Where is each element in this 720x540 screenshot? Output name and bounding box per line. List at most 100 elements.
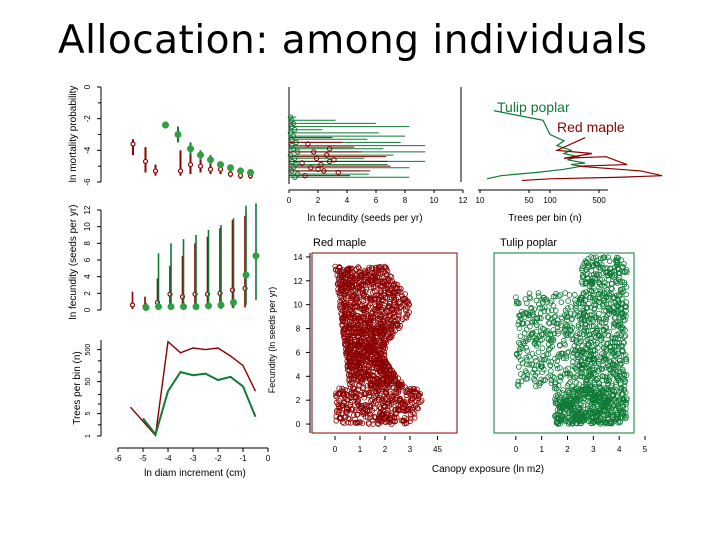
tulip-poplar-point [611,272,618,279]
fecundity-point-tulip-poplar [252,252,260,260]
red-maple-point [385,407,391,414]
tulip-poplar-point [531,318,538,325]
tulip-poplar-frame [493,252,635,434]
fecundity-point-tulip-poplar [167,303,175,311]
tulip-poplar-point [558,350,564,357]
tulip-poplar-point [532,341,538,347]
red-maple-point [341,311,348,317]
tulip-poplar-point [590,370,597,376]
tulip-poplar-point [532,354,538,361]
red-maple-point [380,342,386,348]
trees-bin-x-tick-label: 10 [476,196,485,205]
tulip-poplar-point [596,418,602,424]
red-maple-point [391,295,398,302]
red-maple-point [386,366,393,373]
red-maple-point [382,413,389,419]
tulip-poplar-point [612,314,619,321]
red-maple-point [368,332,375,339]
red-maple-point [361,305,367,312]
red-maple-point [349,265,355,272]
red-maple-point [396,396,403,402]
red-maple-point [395,312,402,319]
fecundity-bars-x-tick-label: 4 [345,196,350,205]
red-maple-point [372,307,378,313]
tulip-poplar-point [553,362,560,369]
tulip-poplar-x-tick-label: 3 [591,445,596,454]
tulip-poplar-point [602,319,609,325]
red-maple-point [407,415,414,422]
red-maple-point [363,339,370,345]
tulip-poplar-point [552,313,559,320]
red-maple-point [382,389,389,395]
tulip-poplar-point [555,416,562,423]
red-maple-point [371,297,378,303]
tulip-poplar-point [577,388,584,395]
tulip-poplar-point [603,316,609,323]
red-maple-point [384,268,391,274]
red-maple-x-tick-label: 1 [358,445,363,454]
tulip-poplar-point [560,416,567,422]
red-maple-point [377,313,384,320]
tulip-poplar-point [569,410,576,417]
tulip-poplar-point [601,283,608,290]
tulip-poplar-point [601,407,608,414]
red-maple-point [384,371,390,378]
tulip-poplar-point [599,366,606,372]
tulip-poplar-point [529,318,535,324]
tulip-poplar-point [552,293,559,300]
red-maple-point [378,412,385,419]
tulip-poplar-point [599,389,606,396]
tulip-poplar-point [527,323,533,330]
red-maple-y-label: Fecundity (ln seeds per yr) [267,287,277,394]
red-maple-point [399,292,405,299]
red-maple-point [343,289,349,296]
fecundity-point-tulip-poplar [289,117,295,123]
mortality-point-tulip-poplar [237,167,244,175]
tulip-poplar-point [608,280,615,287]
diam-y-tick-label: 50 [85,378,92,386]
tulip-poplar-title: Tulip poplar [500,237,557,249]
red-maple-point [335,286,341,293]
tulip-poplar-point [561,312,568,319]
fecundity-point-tulip-poplar [295,149,301,155]
tulip-poplar-point [569,359,576,365]
red-maple-point [355,361,361,368]
fecundity-point-tulip-poplar [205,302,212,310]
tulip-poplar-point [515,300,522,307]
red-maple-point [380,323,387,330]
red-maple-point [381,302,388,309]
red-maple-point [355,342,362,349]
tulip-poplar-point [544,327,551,334]
red-maple-point [370,372,377,379]
fecundity-bars-x-tick-label: 12 [459,196,468,205]
tulip-poplar-point [548,307,555,313]
tulip-poplar-point [580,290,587,296]
fecundity-point-tulip-poplar [290,133,297,139]
tulip-poplar-point [541,308,548,314]
tulip-poplar-point [616,340,623,346]
tulip-poplar-point [535,340,541,347]
panel-mortality: 0 -2 -4 -6 ln mortality probability [68,84,254,186]
red-maple-point [348,358,354,365]
tulip-poplar-point [584,380,590,387]
red-maple-point [349,399,355,405]
tulip-poplar-point [567,374,573,381]
fecundity-y-tick-label: 10 [83,222,92,231]
red-maple-point [357,374,364,381]
red-maple-point [381,351,388,358]
red-maple-point [366,408,373,414]
tulip-poplar-point [578,357,585,363]
red-maple-point [364,407,371,414]
tulip-poplar-point [618,325,624,332]
fecundity-point-red-maple [335,169,341,176]
tulip-poplar-point [556,412,562,419]
red-maple-point [365,303,372,309]
red-maple-point [378,405,384,412]
tulip-poplar-point [516,349,523,356]
tulip-poplar-point [623,313,629,319]
red-maple-point [405,298,412,305]
red-maple-point [362,401,369,408]
tulip-poplar-point [596,264,602,271]
tulip-poplar-point [613,394,620,400]
tulip-poplar-x-tick-label: 1 [539,445,544,454]
